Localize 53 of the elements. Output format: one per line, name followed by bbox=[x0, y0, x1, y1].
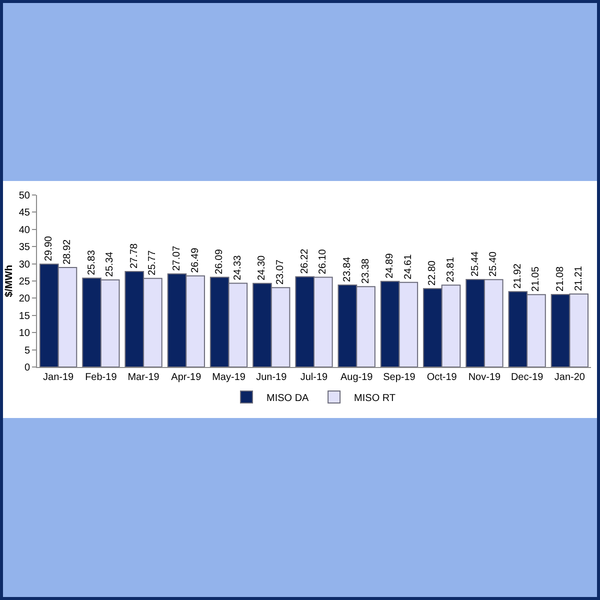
data-label: 23.81 bbox=[446, 256, 457, 282]
data-label: 26.10 bbox=[318, 248, 329, 274]
data-label: 21.21 bbox=[573, 266, 584, 292]
y-tick-label: 15 bbox=[18, 310, 30, 322]
x-tick-label: Nov-19 bbox=[468, 372, 502, 383]
data-label: 24.30 bbox=[256, 254, 268, 280]
data-label: 29.90 bbox=[44, 236, 55, 262]
x-tick-label: May-19 bbox=[212, 372, 246, 383]
data-label: 23.84 bbox=[342, 256, 353, 282]
data-label: 26.22 bbox=[299, 248, 310, 274]
legend-label: MISO RT bbox=[354, 392, 396, 404]
data-label: 23.07 bbox=[275, 259, 286, 285]
data-label: 27.07 bbox=[171, 245, 182, 271]
data-label: 25.40 bbox=[488, 251, 500, 277]
x-tick-label: Apr-19 bbox=[171, 372, 202, 383]
y-tick-label: 5 bbox=[24, 345, 30, 356]
x-tick-label: Sep-19 bbox=[383, 372, 416, 383]
data-label: 26.49 bbox=[190, 247, 201, 273]
data-label: 21.05 bbox=[530, 266, 542, 292]
y-tick-label: 35 bbox=[18, 242, 30, 254]
x-tick-label: Mar-19 bbox=[128, 372, 160, 383]
x-tick-label: Oct-19 bbox=[426, 372, 458, 383]
y-tick-label: 50 bbox=[18, 190, 30, 202]
data-label: 28.92 bbox=[62, 239, 73, 265]
x-tick-label: Aug-19 bbox=[340, 372, 374, 383]
data-label: 21.92 bbox=[512, 263, 524, 289]
x-tick-label: Jun-19 bbox=[256, 372, 288, 383]
data-label: 24.89 bbox=[384, 252, 396, 278]
y-tick-label: 40 bbox=[18, 224, 30, 236]
x-tick-label: Feb-19 bbox=[85, 372, 118, 383]
y-tick-label: 20 bbox=[18, 294, 30, 305]
data-label: 22.80 bbox=[427, 260, 438, 286]
data-label: 24.61 bbox=[402, 254, 414, 280]
legend-label: MISO DA bbox=[266, 392, 310, 404]
x-tick-label: Jul-19 bbox=[300, 372, 328, 383]
y-axis-title: $/MWh bbox=[4, 264, 15, 298]
x-tick-label: Dec-19 bbox=[510, 372, 544, 383]
data-label: 25.83 bbox=[86, 250, 98, 276]
data-label: 25.34 bbox=[104, 251, 116, 277]
data-label: 23.38 bbox=[360, 258, 372, 284]
data-label: 25.44 bbox=[470, 251, 481, 276]
data-label: 25.77 bbox=[147, 250, 158, 276]
y-tick-label: 25 bbox=[18, 276, 30, 288]
data-label: 24.33 bbox=[232, 254, 244, 280]
data-label: 26.09 bbox=[214, 248, 226, 274]
y-tick-label: 30 bbox=[18, 259, 30, 270]
y-tick-label: 45 bbox=[18, 208, 30, 219]
data-label: 21.08 bbox=[555, 266, 566, 292]
x-tick-label: Jan-20 bbox=[554, 372, 586, 383]
y-tick-label: 0 bbox=[24, 362, 30, 374]
data-label: 27.78 bbox=[128, 242, 140, 268]
y-tick-label: 10 bbox=[18, 328, 30, 340]
x-tick-label: Jan-19 bbox=[43, 372, 74, 383]
